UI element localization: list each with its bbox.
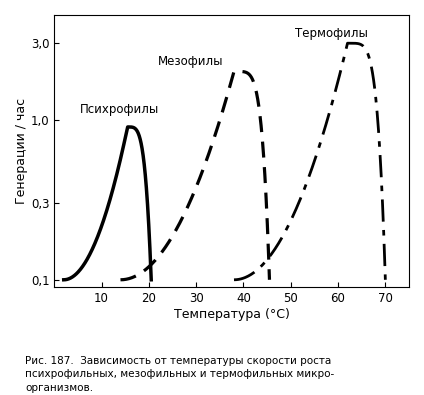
Text: организмов.: организмов. <box>25 383 94 393</box>
X-axis label: Температура (°C): Температура (°C) <box>174 308 290 321</box>
Text: Мезофилы: Мезофилы <box>158 55 224 68</box>
Text: Психрофилы: Психрофилы <box>80 103 159 116</box>
Text: Рис. 187.  Зависимость от температуры скорости роста: Рис. 187. Зависимость от температуры ско… <box>25 356 332 365</box>
Text: психрофильных, мезофильных и термофильных микро-: психрофильных, мезофильных и термофильны… <box>25 369 335 379</box>
Text: Термофилы: Термофилы <box>296 27 368 40</box>
Y-axis label: Генерации / час: Генерации / час <box>15 98 28 204</box>
